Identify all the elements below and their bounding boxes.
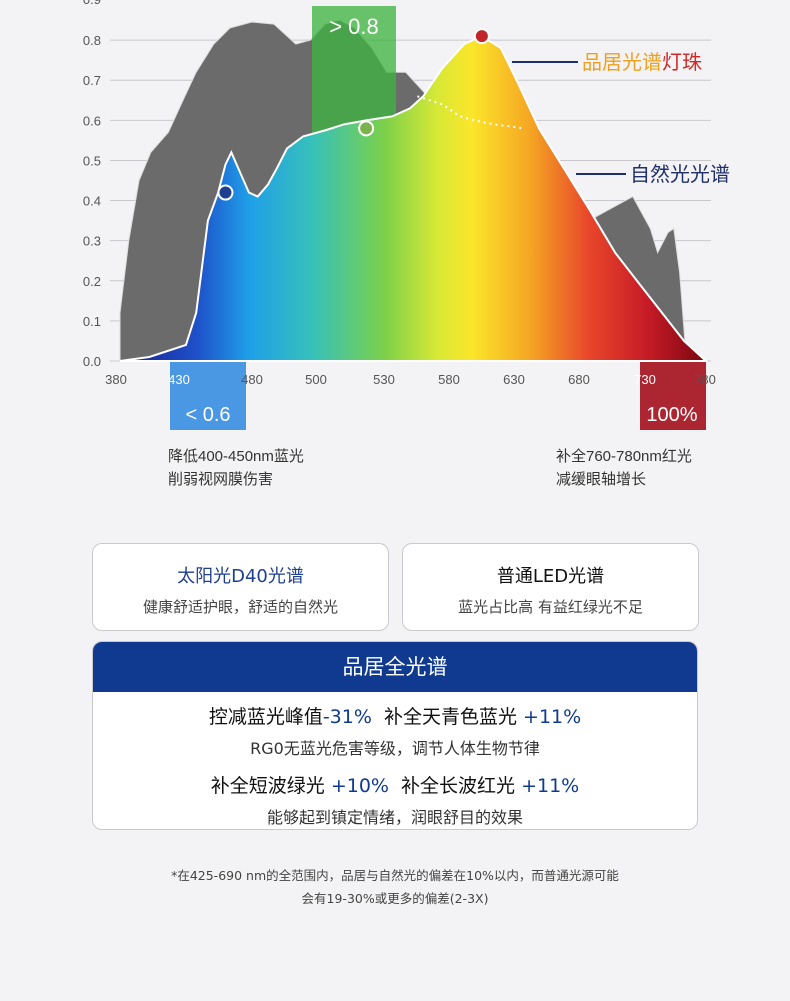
- y-axis: 0.0 0.1 0.2 0.3 0.4 0.5 0.6 0.7 0.8 0.9: [83, 0, 101, 369]
- x-tick-label: 730: [634, 372, 656, 387]
- marker-point: [473, 28, 490, 45]
- y-tick-label: 0.9: [83, 0, 101, 7]
- full-spectrum-panel: 品居全光谱 控减蓝光峰值-31% 补全天青色蓝光 +11% RG0无蓝光危害等级…: [92, 641, 698, 830]
- card-title: 太阳光D40光谱: [177, 566, 304, 587]
- chart-markers: [217, 28, 490, 201]
- x-tick-label: 430: [168, 372, 190, 387]
- feature-value: +11%: [523, 706, 582, 728]
- natural-label: 自然光光谱: [630, 163, 730, 186]
- blue-highlight-box: [170, 362, 246, 430]
- blue-box-label: < 0.6: [185, 404, 230, 426]
- marker-point: [358, 120, 375, 137]
- y-tick-label: 0.0: [83, 354, 101, 369]
- red-note-2: 减缓眼轴增长: [556, 471, 646, 488]
- y-tick-label: 0.5: [83, 153, 101, 168]
- y-tick-label: 0.4: [83, 194, 101, 209]
- x-tick-label: 480: [241, 372, 263, 387]
- x-tick-labels: 380 430 480 500 530 580 630 680 730 780: [105, 372, 716, 387]
- feature-text: 补全天青色蓝光: [383, 706, 517, 728]
- x-tick-label: 630: [503, 372, 525, 387]
- lamp-label: 品居光谱灯珠: [582, 51, 702, 74]
- footnote: *在425-690 nm的全范围内，品居与自然光的偏差在10%以内，而普通光源可…: [0, 864, 790, 910]
- feature-text: 补全短波绿光: [210, 775, 325, 797]
- green-box-label: > 0.8: [329, 14, 379, 39]
- sunlight-d40-card: 太阳光D40光谱 健康舒适护眼，舒适的自然光: [92, 543, 389, 631]
- red-box-label: 100%: [646, 404, 697, 426]
- y-tick-label: 0.7: [83, 73, 101, 88]
- normal-led-card: 普通LED光谱 蓝光占比高 有益红绿光不足: [402, 543, 699, 631]
- x-tick-label: 680: [568, 372, 590, 387]
- footnote-line-1: *在425-690 nm的全范围内，品居与自然光的偏差在10%以内，而普通光源可…: [171, 868, 619, 883]
- x-tick-label: 580: [438, 372, 460, 387]
- y-tick-label: 0.8: [83, 33, 101, 48]
- card-title: 普通LED光谱: [496, 566, 605, 587]
- x-tick-label: 530: [373, 372, 395, 387]
- y-tick-label: 0.6: [83, 113, 101, 128]
- panel-header: 品居全光谱: [93, 642, 697, 692]
- feature-text: 补全长波红光: [401, 775, 516, 797]
- x-tick-label: 500: [305, 372, 327, 387]
- pinju-spectrum-curve: [119, 34, 709, 362]
- x-tick-label: 780: [694, 372, 716, 387]
- feature-value: -31%: [322, 706, 372, 728]
- marker-point: [217, 184, 234, 201]
- feature-value: +10%: [330, 775, 389, 797]
- feature-row-1: 控减蓝光峰值-31% 补全天青色蓝光 +11%: [93, 702, 697, 729]
- footnote-line-2: 会有19-30%或更多的偏差(2-3X): [301, 891, 489, 906]
- red-note-1: 补全760-780nm红光: [556, 447, 692, 465]
- y-tick-label: 0.3: [83, 234, 101, 249]
- red-highlight-box: [640, 362, 706, 430]
- x-tick-label: 380: [105, 372, 127, 387]
- blue-note-2: 削弱视网膜伤害: [168, 471, 273, 488]
- feature-sub-1: RG0无蓝光危害等级，调节人体生物节律: [250, 739, 540, 758]
- card-subtitle: 健康舒适护眼，舒适的自然光: [142, 598, 338, 616]
- feature-text: 控减蓝光峰值: [208, 706, 323, 728]
- blue-note-1: 降低400-450nm蓝光: [168, 448, 304, 465]
- feature-sub-2: 能够起到镇定情绪，润眼舒目的效果: [266, 808, 523, 827]
- y-tick-label: 0.2: [83, 274, 101, 289]
- y-tick-label: 0.1: [83, 314, 101, 329]
- feature-row-2: 补全短波绿光 +10% 补全长波红光 +11%: [93, 771, 697, 798]
- card-subtitle: 蓝光占比高 有益红绿光不足: [458, 598, 643, 616]
- spectrum-chart: 0.0 0.1 0.2 0.3 0.4 0.5 0.6 0.7 0.8 0.9 380 430 480…: [83, 0, 730, 488]
- feature-value: +11%: [521, 775, 580, 797]
